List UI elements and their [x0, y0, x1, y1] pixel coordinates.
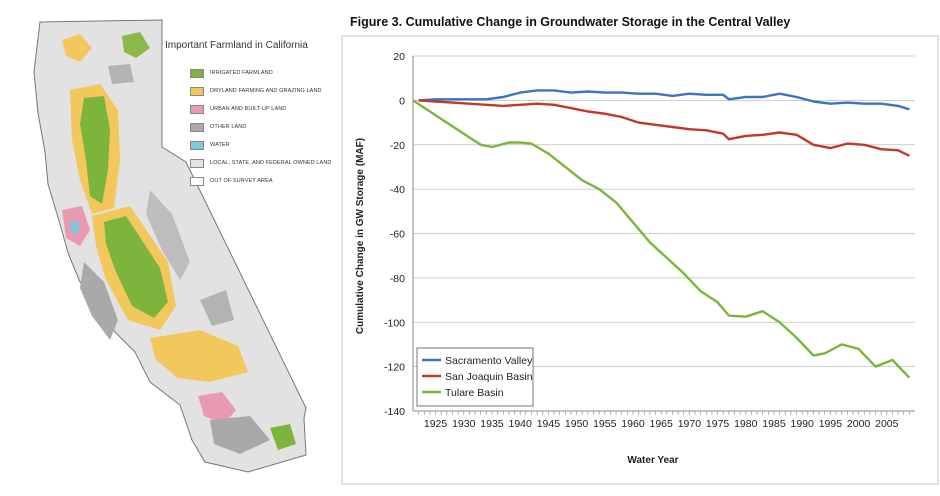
legend-item-dryland: DRYLAND FARMING AND GRAZING LAND [190, 86, 322, 96]
x-tick-label: 1985 [762, 418, 786, 430]
southern-dryland [150, 330, 248, 382]
y-tick-label: -60 [390, 229, 405, 241]
southern-other-land [210, 416, 270, 454]
legend-item-urban: URBAN AND BUILT-UP LAND [190, 104, 286, 114]
chart-frame [341, 35, 939, 485]
legend-item-water: WATER [190, 140, 230, 150]
groundwater-chart: Figure 3. Cumulative Change in Groundwat… [341, 15, 939, 485]
x-tick-label: 1980 [734, 418, 758, 430]
y-tick-label: -140 [384, 406, 405, 418]
x-tick-label: 1995 [819, 418, 843, 430]
x-tick-label: 1965 [650, 418, 674, 430]
bay-area-water [70, 220, 80, 234]
y-axis-label: Cumulative Change in GW Storage (MAF) [355, 138, 366, 334]
chart-title: Figure 3. Cumulative Change in Groundwat… [350, 15, 790, 29]
x-tick-label: 1945 [537, 418, 561, 430]
farmland-map-panel: Important Farmland in California IRRIGAT… [0, 0, 340, 496]
chart-legend: Sacramento Valley San Joaquin Basin Tulare… [416, 347, 534, 407]
legend-swatch [190, 86, 204, 96]
x-axis-label: Water Year [627, 455, 678, 466]
legend-entry-label: Sacramento Valley [445, 355, 533, 367]
legend-swatch [190, 122, 204, 132]
x-tick-label: 1935 [480, 418, 504, 430]
y-tick-label: -120 [384, 362, 405, 374]
northeast-other-patch [108, 64, 134, 84]
y-tick-label: -20 [390, 140, 405, 152]
x-tick-label: 1960 [621, 418, 645, 430]
legend-entry-label: Tulare Basin [445, 387, 504, 399]
y-tick-label: 20 [393, 51, 405, 63]
x-tick-label: 1925 [424, 418, 448, 430]
series-layer [412, 89, 911, 379]
legend-item-out-of-survey: OUT OF SURVEY AREA [190, 176, 273, 186]
series-line-tulare-basin [412, 99, 911, 379]
legend-swatch [190, 140, 204, 150]
y-tick-label: 0 [399, 95, 405, 107]
legend-label: IRRIGATED FARMLAND [210, 70, 273, 76]
san-joaquin-irrigated [104, 216, 168, 318]
map-legend-title: Important Farmland in California [165, 40, 308, 51]
sierra-other-land [146, 190, 190, 280]
california-farmland-map [33, 19, 307, 473]
series-line-sacramento-valley [418, 89, 910, 111]
legend-label: URBAN AND BUILT-UP LAND [210, 106, 287, 112]
x-tick-label: 1990 [791, 418, 815, 430]
y-tick-label: -100 [384, 317, 405, 329]
legend-label: WATER [210, 142, 230, 148]
legend-swatch [190, 68, 204, 78]
desert-other-land [200, 290, 234, 326]
legend-entry-label: San Joaquin Basin [445, 371, 533, 383]
legend-label: OTHER LAND [210, 124, 247, 130]
los-angeles-urban [198, 392, 236, 424]
x-tick-label: 1975 [706, 418, 730, 430]
northern-dryland-patch [62, 34, 92, 62]
legend-label: LOCAL, STATE, AND FEDERAL OWNED LAND [210, 160, 332, 166]
x-tick-label: 2000 [847, 418, 871, 430]
x-tick-label: 1930 [452, 418, 476, 430]
imperial-irrigated [270, 424, 296, 450]
legend-swatch [190, 104, 204, 114]
legend-item-other: OTHER LAND [190, 122, 246, 132]
legend-label: OUT OF SURVEY AREA [210, 178, 273, 184]
legend-swatch [190, 176, 204, 186]
series-line-san-joaquin-basin [418, 99, 910, 157]
x-tick-label: 1950 [565, 418, 589, 430]
x-tick-label: 1955 [593, 418, 617, 430]
legend-swatch [190, 158, 204, 168]
coastal-other-land [80, 262, 118, 340]
northeast-irrigated-patch [122, 32, 150, 58]
x-tick-label: 1940 [508, 418, 532, 430]
y-tick-label: -80 [390, 273, 405, 285]
legend-item-owned: LOCAL, STATE, AND FEDERAL OWNED LAND [190, 158, 331, 168]
x-tick-label: 1970 [678, 418, 702, 430]
axis-layer: 20 0 -20 -40 -60 -80 -100 -120 -140 1925 1930 1935 1… [384, 51, 915, 430]
sacramento-valley-irrigated [80, 96, 110, 204]
legend-item-irrigated: IRRIGATED FARMLAND [190, 68, 273, 78]
legend-label: DRYLAND FARMING AND GRAZING LAND [210, 88, 322, 94]
y-tick-label: -40 [390, 184, 405, 196]
x-tick-label: 2005 [875, 418, 899, 430]
